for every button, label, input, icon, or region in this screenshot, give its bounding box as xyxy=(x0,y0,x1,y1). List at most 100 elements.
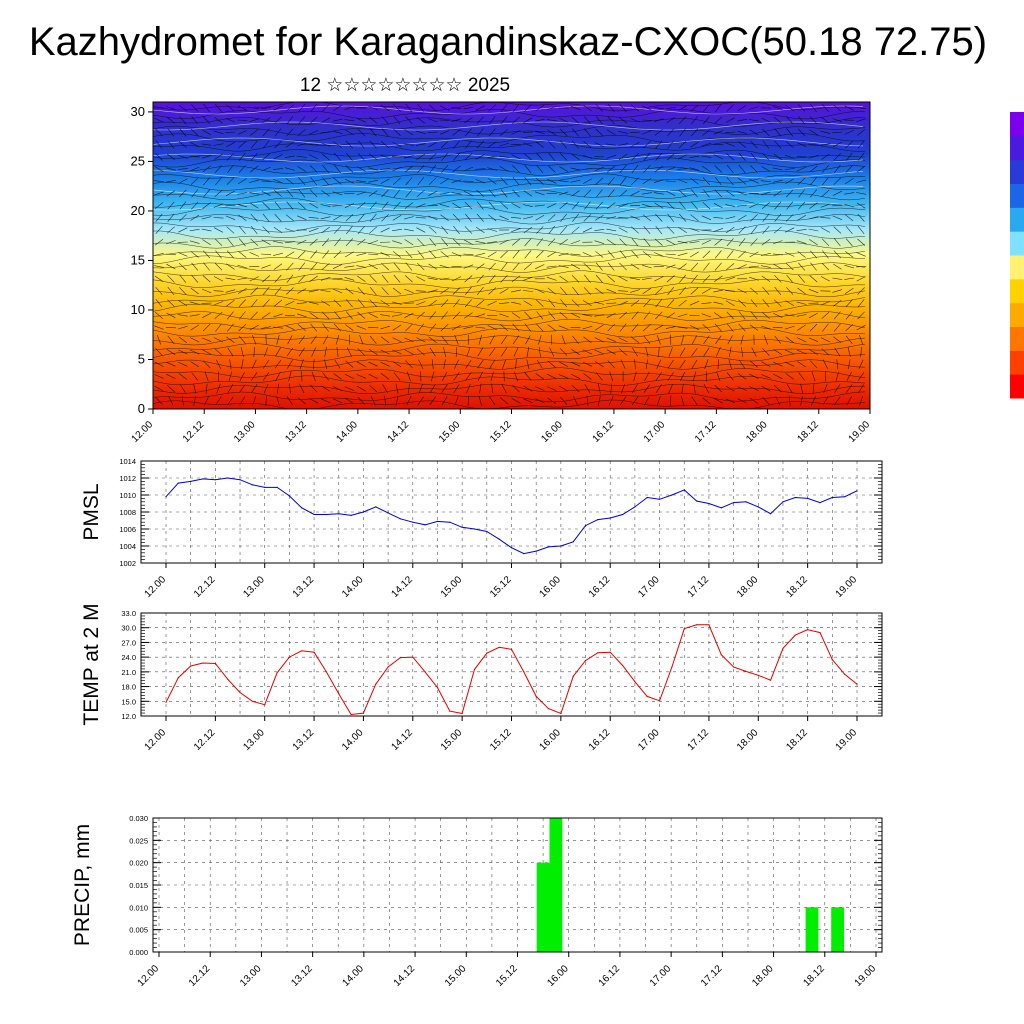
wind-barb xyxy=(512,335,520,345)
wind-barb xyxy=(715,347,721,357)
wind-barb xyxy=(226,323,234,332)
wind-barb xyxy=(320,398,331,404)
wind-barb xyxy=(808,312,819,319)
wind-barb xyxy=(586,395,589,406)
colorbar-segment xyxy=(1010,278,1024,304)
wind-barb xyxy=(392,214,402,221)
wind-barb xyxy=(749,106,759,110)
wind-barb xyxy=(512,323,520,332)
wind-barb xyxy=(808,302,819,304)
data-point xyxy=(770,679,772,681)
wind-barb xyxy=(560,213,568,222)
wind-barb xyxy=(499,142,509,147)
wind-barb xyxy=(287,359,293,369)
wind-barb xyxy=(309,312,318,319)
wind-barb xyxy=(547,397,557,404)
wind-barb xyxy=(380,373,390,380)
wind-barb xyxy=(225,131,236,134)
data-point xyxy=(325,671,327,673)
wind-barb xyxy=(808,349,819,355)
wind-barb xyxy=(547,373,557,379)
wind-barb xyxy=(594,301,605,305)
wind-barb xyxy=(808,154,819,159)
data-point xyxy=(399,518,401,520)
wind-barb xyxy=(677,252,688,256)
x-tick-label: 17.00 xyxy=(636,574,662,600)
wind-barb xyxy=(178,141,187,149)
wind-barb xyxy=(369,140,377,149)
wind-barb xyxy=(476,286,484,296)
wind-barb xyxy=(786,116,794,125)
wind-barb xyxy=(749,129,759,136)
minor-ticks xyxy=(153,817,882,953)
wind-barb xyxy=(786,274,794,283)
data-point xyxy=(387,666,389,668)
wind-barb xyxy=(570,106,581,110)
wind-barb xyxy=(392,301,402,305)
wind-barb xyxy=(595,104,603,112)
wind-barb xyxy=(428,177,437,185)
wind-barb xyxy=(500,262,508,271)
wind-barb xyxy=(679,274,687,283)
wind-barb xyxy=(368,153,378,160)
wind-barb xyxy=(654,238,663,246)
wind-barb xyxy=(702,129,711,136)
data-point xyxy=(807,629,809,631)
contour-line xyxy=(152,294,866,306)
x-tick-label: 14.00 xyxy=(340,727,366,753)
wind-barb xyxy=(416,337,426,343)
wind-barb xyxy=(570,253,581,256)
wind-barb xyxy=(571,153,580,160)
wind-barb xyxy=(534,130,545,134)
data-point xyxy=(572,675,574,677)
wind-barb xyxy=(455,346,458,358)
data-point xyxy=(671,494,673,496)
wind-barb xyxy=(821,348,830,356)
data-point xyxy=(375,506,377,508)
wind-barb xyxy=(595,262,603,271)
data-point xyxy=(473,528,476,530)
wind-barb xyxy=(606,143,617,146)
wind-barb xyxy=(191,201,199,210)
x-tick-label: 18.12 xyxy=(801,963,827,989)
wind-barb xyxy=(546,119,557,122)
wind-barb xyxy=(288,383,291,394)
wind-barb xyxy=(382,384,388,394)
contour-line xyxy=(152,157,866,168)
data-point xyxy=(683,628,685,630)
x-tick-label: 13.00 xyxy=(241,727,267,753)
wind-barb xyxy=(584,274,591,283)
wind-barb xyxy=(642,178,652,185)
wind-barb xyxy=(262,372,270,381)
wind-barb xyxy=(500,116,508,125)
contour-line xyxy=(152,205,866,217)
wind-barb xyxy=(392,314,402,317)
wind-barb xyxy=(213,203,224,208)
contour-line xyxy=(152,165,866,176)
wind-barb xyxy=(464,299,472,308)
wind-barb xyxy=(190,251,199,258)
wind-barb xyxy=(786,287,794,295)
wind-barb xyxy=(454,334,459,345)
wind-barb xyxy=(227,347,234,357)
wind-barb xyxy=(179,384,186,393)
wind-barb xyxy=(297,201,306,210)
wind-barb xyxy=(774,335,782,344)
wind-barb xyxy=(249,106,260,110)
wind-barb xyxy=(667,286,675,296)
wind-barb xyxy=(416,311,425,319)
wind-barb xyxy=(844,192,855,195)
wind-barb xyxy=(702,250,711,259)
wind-barb xyxy=(308,301,319,305)
wind-barb xyxy=(155,128,163,137)
wind-barb xyxy=(404,155,414,159)
wind-barb xyxy=(835,371,839,382)
wind-barb xyxy=(666,190,676,196)
wind-barb xyxy=(535,215,545,221)
wind-barb xyxy=(796,301,807,305)
wind-barb xyxy=(357,226,365,234)
wind-barb xyxy=(441,384,448,393)
wind-barb xyxy=(653,179,664,183)
wind-barb xyxy=(191,116,199,125)
wind-barb xyxy=(249,118,260,122)
